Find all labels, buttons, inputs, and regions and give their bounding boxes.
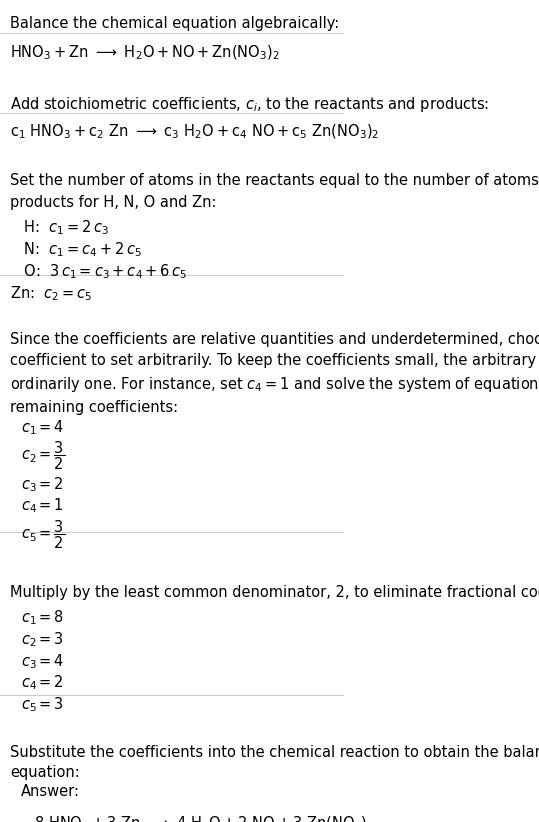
Text: $c_2 = 3$: $c_2 = 3$	[20, 630, 64, 649]
Text: $c_5 = \dfrac{3}{2}$: $c_5 = \dfrac{3}{2}$	[20, 519, 65, 551]
Text: $\mathrm{HNO_3 + Zn \ \longrightarrow \ H_2O + NO + Zn(NO_3)_2}$: $\mathrm{HNO_3 + Zn \ \longrightarrow \ …	[10, 44, 280, 62]
Text: Balance the chemical equation algebraically:: Balance the chemical equation algebraica…	[10, 16, 340, 31]
Text: $c_3 = 4$: $c_3 = 4$	[20, 652, 64, 671]
FancyBboxPatch shape	[7, 769, 254, 822]
Text: Answer:: Answer:	[20, 783, 80, 799]
Text: $c_3 = 2$: $c_3 = 2$	[20, 475, 64, 493]
Text: Substitute the coefficients into the chemical reaction to obtain the balanced: Substitute the coefficients into the che…	[10, 745, 539, 760]
Text: Add stoichiometric coefficients, $c_i$, to the reactants and products:: Add stoichiometric coefficients, $c_i$, …	[10, 95, 489, 113]
Text: $c_5 = 3$: $c_5 = 3$	[20, 695, 64, 714]
Text: $c_1 = 4$: $c_1 = 4$	[20, 418, 64, 436]
Text: $c_1 = 8$: $c_1 = 8$	[20, 608, 64, 627]
Text: Set the number of atoms in the reactants equal to the number of atoms in the: Set the number of atoms in the reactants…	[10, 173, 539, 188]
Text: $c_4 = 1$: $c_4 = 1$	[20, 496, 64, 515]
Text: N:  $c_1 = c_4 + 2\,c_5$: N: $c_1 = c_4 + 2\,c_5$	[19, 240, 142, 259]
Text: products for H, N, O and Zn:: products for H, N, O and Zn:	[10, 195, 217, 210]
Text: Zn:  $c_2 = c_5$: Zn: $c_2 = c_5$	[10, 284, 93, 302]
Text: Since the coefficients are relative quantities and underdetermined, choose a
coe: Since the coefficients are relative quan…	[10, 332, 539, 415]
Text: O:  $3\,c_1 = c_3 + c_4 + 6\,c_5$: O: $3\,c_1 = c_3 + c_4 + 6\,c_5$	[19, 262, 187, 281]
Text: H:  $c_1 = 2\,c_3$: H: $c_1 = 2\,c_3$	[19, 219, 109, 238]
Text: $c_2 = \dfrac{3}{2}$: $c_2 = \dfrac{3}{2}$	[20, 440, 65, 473]
Text: $c_4 = 2$: $c_4 = 2$	[20, 674, 64, 692]
Text: Multiply by the least common denominator, 2, to eliminate fractional coefficient: Multiply by the least common denominator…	[10, 584, 539, 600]
Text: $\mathrm{c_1\ HNO_3 + c_2\ Zn \ \longrightarrow \ c_3\ H_2O + c_4\ NO + c_5\ Zn(: $\mathrm{c_1\ HNO_3 + c_2\ Zn \ \longrig…	[10, 122, 379, 141]
Text: $\mathrm{8\ HNO_3 + 3\ Zn \ \longrightarrow \ 4\ H_2O + 2\ NO + 3\ Zn(NO_3)_2}$: $\mathrm{8\ HNO_3 + 3\ Zn \ \longrightar…	[34, 815, 375, 822]
Text: equation:: equation:	[10, 765, 80, 780]
